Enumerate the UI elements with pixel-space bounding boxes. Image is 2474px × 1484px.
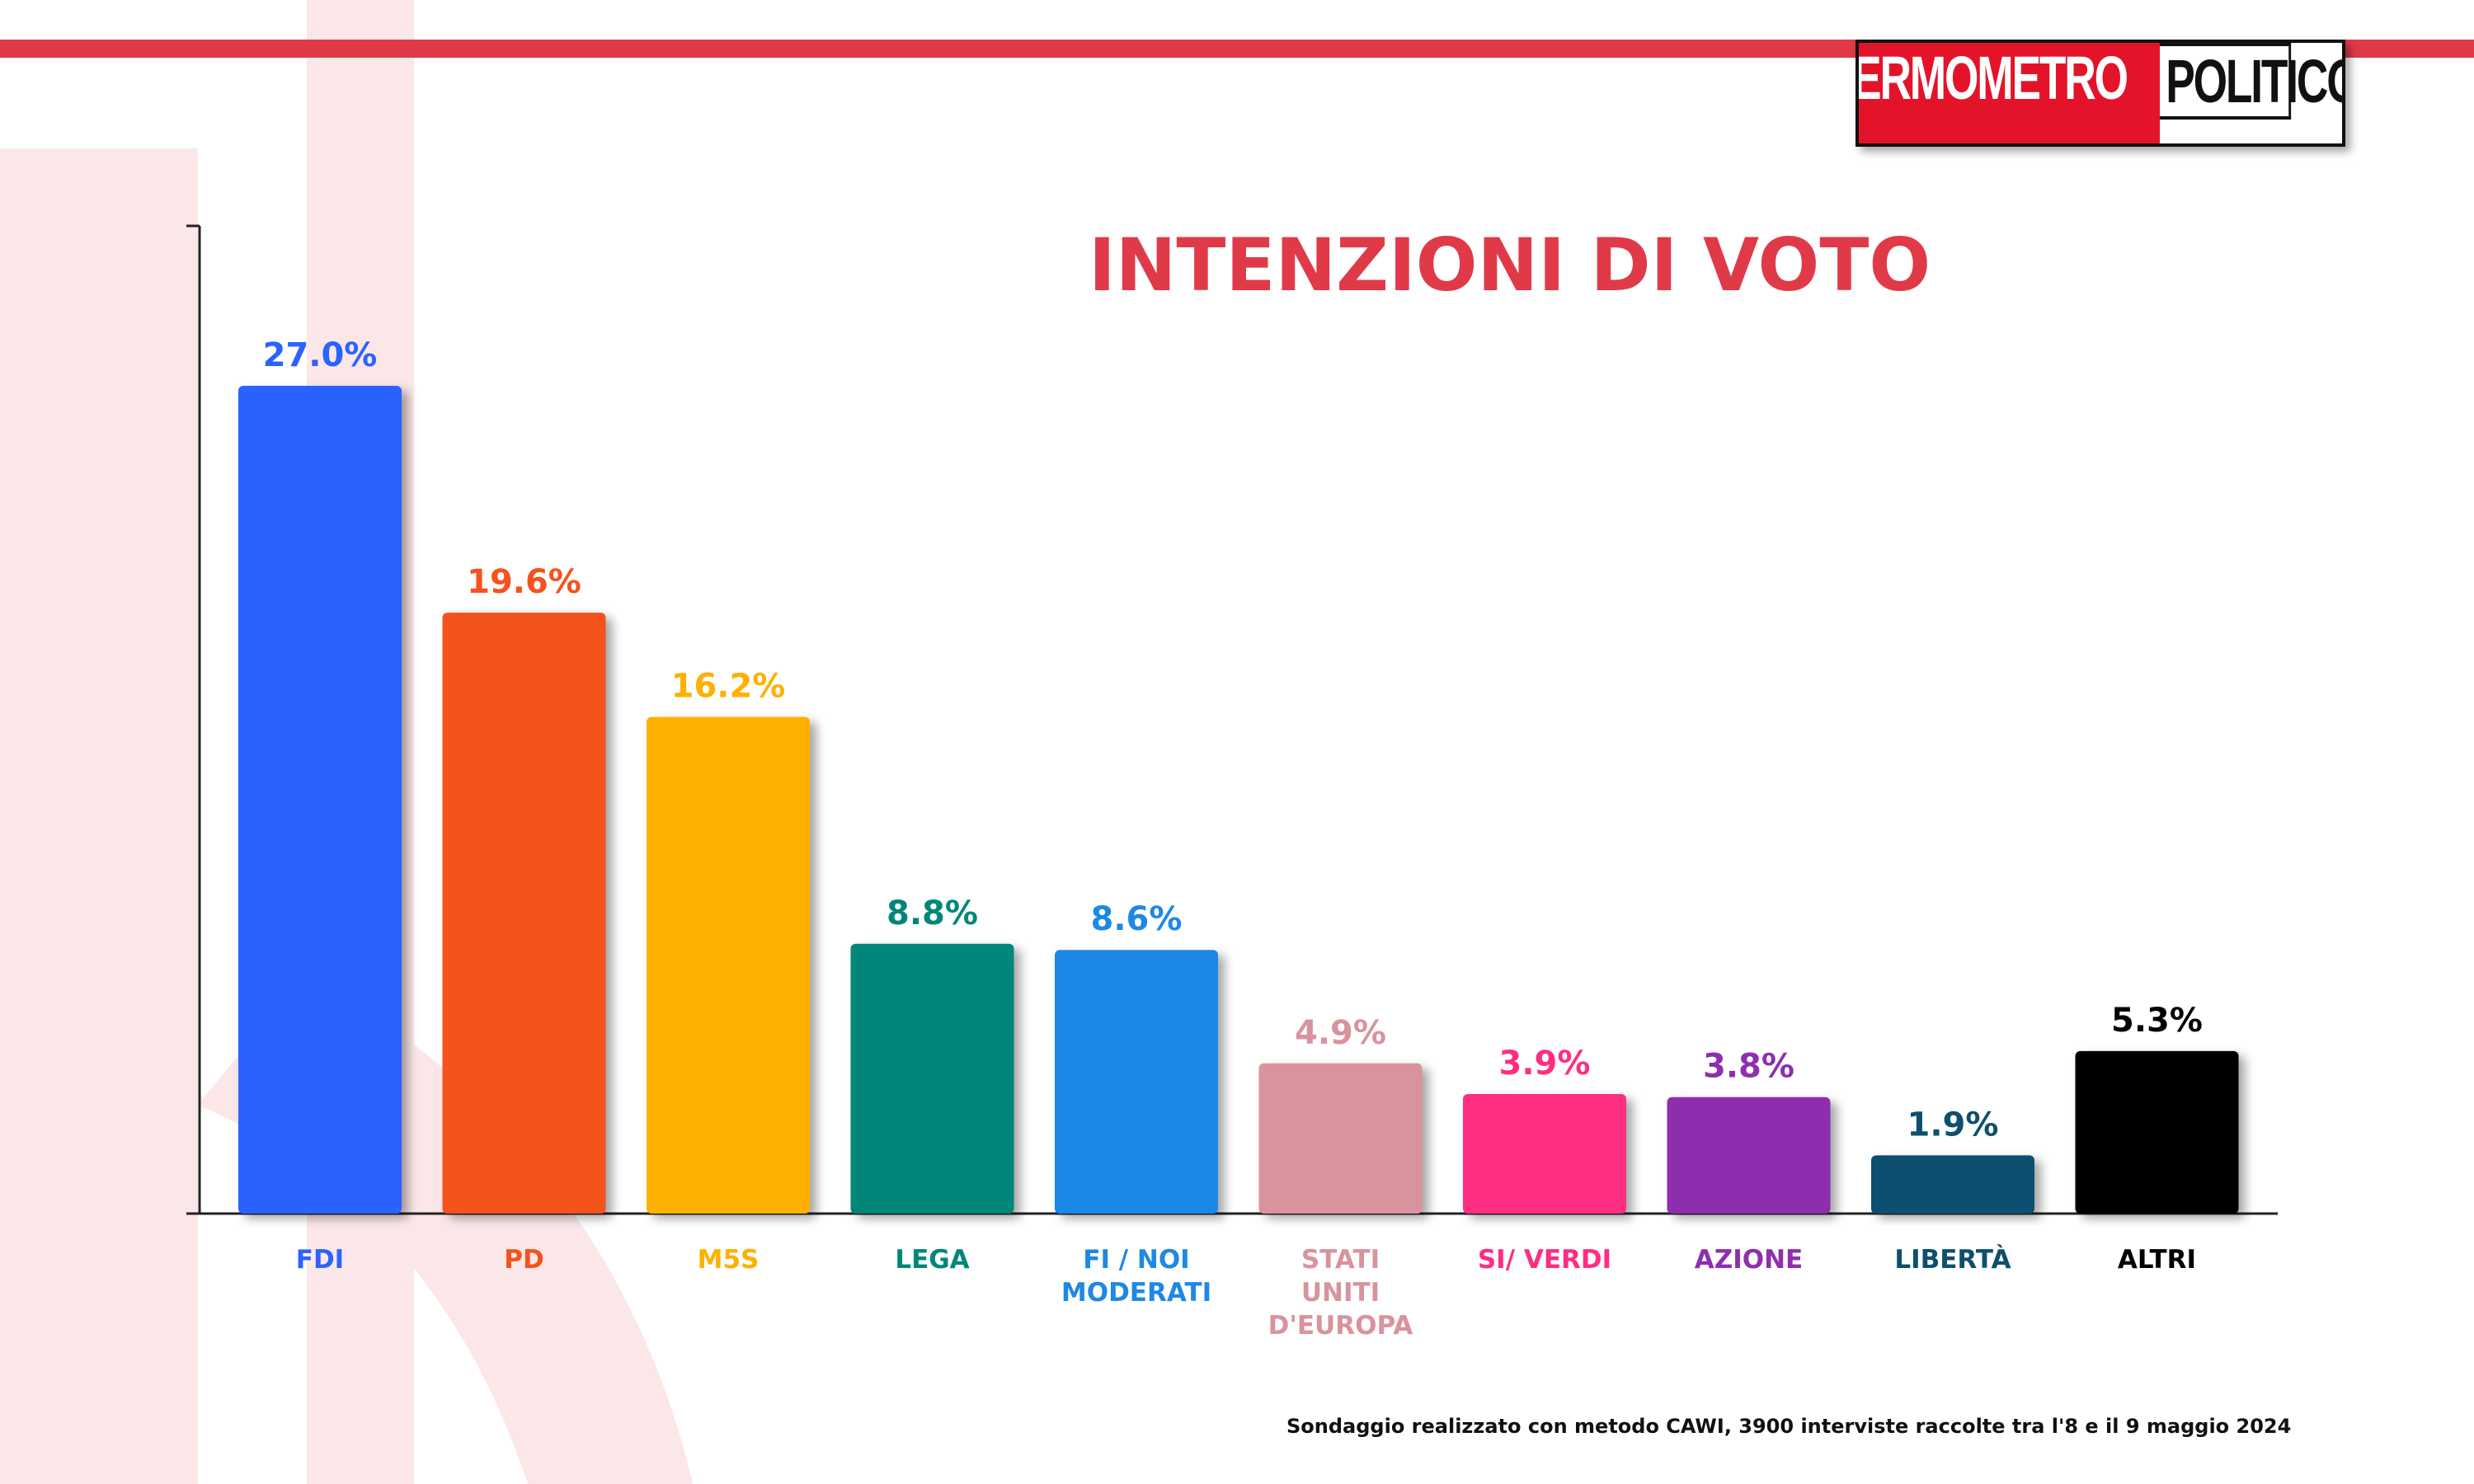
category-label-line: FDI [296, 1245, 344, 1275]
category-label-line: STATI [1301, 1245, 1380, 1275]
category-label-6: STATI UNITI D'EUROPA [1268, 1245, 1413, 1341]
value-label-9: 1.9% [1907, 1106, 1999, 1144]
bar-1 [238, 386, 402, 1214]
category-label-1: FDI [296, 1245, 344, 1275]
value-label-1: 27.0% [263, 336, 378, 374]
category-label-line: ALTRI [2118, 1245, 2196, 1275]
category-label-3: M5S [698, 1245, 760, 1275]
survey-footnote: Sondaggio realizzato con metodo CAWI, 39… [1286, 1415, 2292, 1438]
bar-9 [1871, 1155, 2034, 1214]
value-label-6: 4.9% [1295, 1014, 1386, 1052]
category-label-line: M5S [698, 1245, 760, 1275]
category-label-4: LEGA [895, 1245, 969, 1275]
value-label-7: 3.9% [1499, 1045, 1591, 1082]
category-label-5: FI / NOI MODERATI [1061, 1245, 1211, 1308]
category-label-line: LIBERTÀ [1894, 1245, 2011, 1275]
logo-part-termometro: TERMOMETRO [1856, 43, 2128, 113]
category-label-line: UNITI [1301, 1278, 1380, 1308]
category-label-line: AZIONE [1695, 1245, 1803, 1275]
bar-2 [442, 613, 606, 1214]
bar-3 [647, 716, 810, 1214]
category-label-8: AZIONE [1695, 1245, 1803, 1275]
bar-6 [1258, 1063, 1423, 1214]
bar-4 [850, 943, 1014, 1214]
termometro-politico-logo: TERMOMETRO POLITICO [1856, 40, 2345, 147]
bar-8 [1667, 1097, 1831, 1214]
value-label-5: 8.6% [1091, 900, 1183, 938]
value-label-3: 16.2% [671, 668, 786, 706]
value-label-10: 5.3% [2111, 1002, 2203, 1040]
value-label-4: 8.8% [887, 895, 978, 932]
category-label-10: ALTRI [2118, 1245, 2196, 1275]
category-label-line: D'EUROPA [1268, 1311, 1413, 1341]
bar-10 [2075, 1050, 2239, 1214]
category-label-line: FI / NOI [1083, 1245, 1189, 1275]
bar-5 [1055, 950, 1218, 1214]
category-label-7: SI/ VERDI [1478, 1245, 1611, 1275]
value-label-8: 3.8% [1703, 1048, 1794, 1086]
category-label-line: SI/ VERDI [1478, 1245, 1611, 1275]
category-label-line: LEGA [895, 1245, 969, 1275]
category-label-2: PD [504, 1245, 543, 1275]
chart-title: INTENZIONI DI VOTO [1089, 223, 1931, 308]
category-label-9: LIBERTÀ [1894, 1245, 2011, 1275]
category-label-line: MODERATI [1061, 1278, 1211, 1308]
bar-7 [1463, 1093, 1626, 1214]
category-label-line: PD [504, 1245, 543, 1275]
value-label-2: 19.6% [467, 563, 581, 601]
